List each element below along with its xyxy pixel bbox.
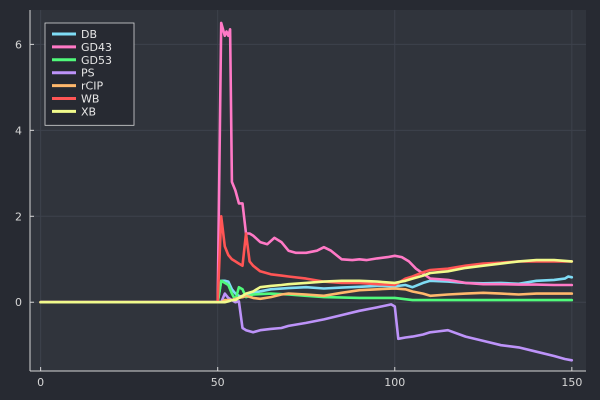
x-tick-label: 100 bbox=[384, 376, 405, 389]
series-line-wb bbox=[39, 215, 574, 304]
x-tick-label: 50 bbox=[211, 376, 225, 389]
y-tick-label: 6 bbox=[15, 38, 22, 51]
legend-label-db: DB bbox=[81, 28, 97, 41]
x-tick-label: 0 bbox=[37, 376, 44, 389]
legend-label-ps: PS bbox=[81, 67, 95, 80]
legend-label-wb: WB bbox=[81, 93, 99, 106]
y-tick-label: 4 bbox=[15, 124, 22, 137]
series-lines bbox=[39, 21, 574, 362]
legend-label-gd53: GD53 bbox=[81, 54, 112, 67]
x-tick-label: 150 bbox=[561, 376, 582, 389]
series-line-ps bbox=[39, 292, 574, 362]
axes: 0 50 100 150 0 2 4 6 bbox=[15, 10, 586, 389]
legend-label-gd43: GD43 bbox=[81, 41, 112, 54]
series-line-xb bbox=[39, 258, 574, 304]
legend-label-xb: XB bbox=[81, 105, 96, 118]
legend-label-rcip: rCIP bbox=[81, 80, 103, 93]
series-line-gd53 bbox=[39, 279, 574, 304]
series-line-gd43 bbox=[39, 21, 574, 304]
y-tick-label: 2 bbox=[15, 210, 22, 223]
y-tick-label: 0 bbox=[15, 296, 22, 309]
